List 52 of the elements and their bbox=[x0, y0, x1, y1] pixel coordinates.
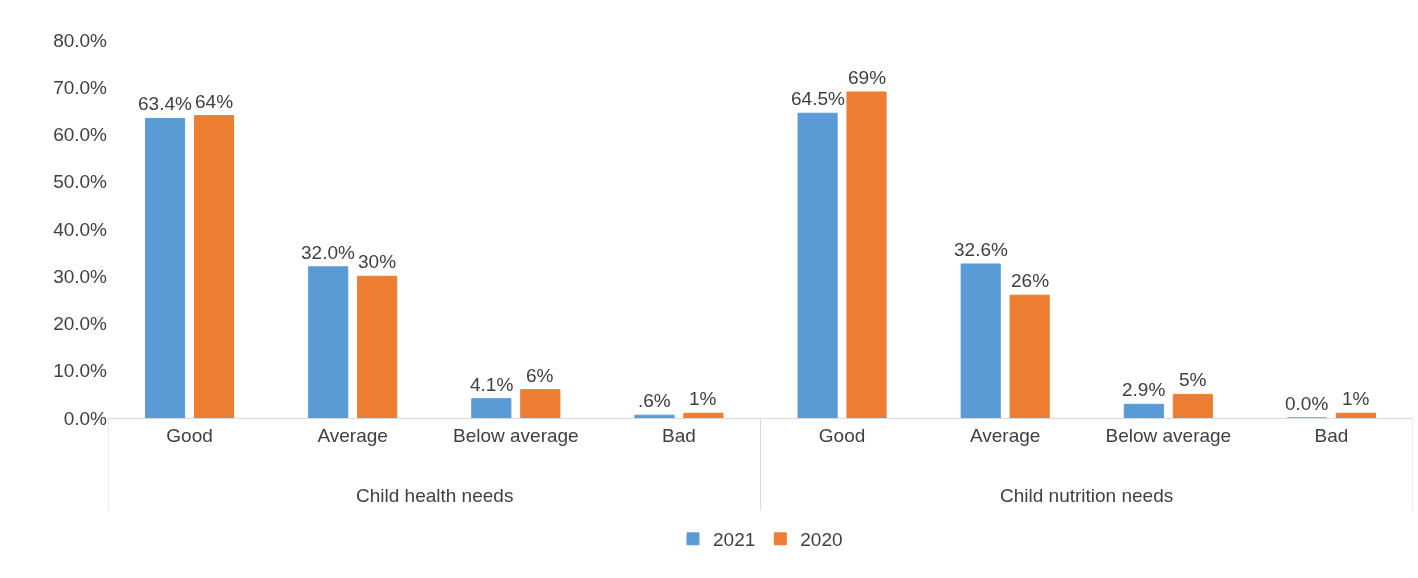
x-tick-label: Good bbox=[166, 424, 213, 446]
bar bbox=[1009, 294, 1050, 418]
y-tick-label: 30.0% bbox=[53, 265, 108, 287]
bar bbox=[683, 412, 724, 418]
data-label: 32.6% bbox=[954, 239, 1008, 260]
legend-label: 2021 bbox=[713, 529, 756, 551]
data-label: 64% bbox=[195, 91, 234, 112]
x-tick-label: Below average bbox=[452, 424, 579, 446]
y-tick-label: 60.0% bbox=[53, 124, 108, 146]
y-tick-label: 10.0% bbox=[53, 360, 108, 382]
bar bbox=[193, 115, 235, 418]
data-label: 69% bbox=[848, 67, 887, 88]
bar bbox=[960, 263, 1001, 418]
data-label: 63.4% bbox=[138, 93, 192, 114]
y-tick-label: 80.0% bbox=[53, 29, 108, 51]
data-label: 1% bbox=[1342, 388, 1370, 409]
x-tick-label: Below average bbox=[1105, 424, 1232, 446]
data-label: 30% bbox=[358, 251, 397, 272]
y-tick-label: 0.0% bbox=[63, 407, 108, 429]
data-label: 64.5% bbox=[791, 88, 845, 109]
y-tick-label: 40.0% bbox=[53, 218, 108, 240]
bar bbox=[308, 266, 349, 418]
text: Child nutrition needs bbox=[1000, 485, 1174, 506]
x-tick-label: Good bbox=[818, 424, 866, 446]
bar bbox=[520, 389, 561, 418]
data-label: .6% bbox=[638, 390, 671, 411]
x-tick-label: Bad bbox=[662, 424, 696, 446]
bar bbox=[145, 117, 186, 418]
data-label: 0.0% bbox=[1285, 393, 1329, 414]
data-label: 32.0% bbox=[301, 242, 355, 263]
bar bbox=[1335, 412, 1376, 418]
data-label: 26% bbox=[1011, 270, 1050, 291]
data-label: 6% bbox=[526, 365, 554, 386]
y-tick-label: 50.0% bbox=[53, 171, 108, 193]
data-label: 4.1% bbox=[470, 374, 514, 395]
text: Child health needs bbox=[356, 485, 514, 506]
legend-label: 2020 bbox=[800, 529, 843, 551]
x-tick-label: Average bbox=[969, 424, 1041, 446]
bar bbox=[471, 398, 512, 418]
x-tick-label: Average bbox=[317, 424, 388, 446]
bar bbox=[846, 91, 887, 418]
bar bbox=[1172, 393, 1213, 418]
y-tick-label: 70.0% bbox=[53, 76, 108, 98]
data-label: 1% bbox=[689, 388, 717, 409]
bar bbox=[634, 414, 675, 418]
y-tick-label: 20.0% bbox=[53, 313, 108, 335]
data-label: 2.9% bbox=[1122, 379, 1166, 400]
x-tick-label: Bad bbox=[1314, 424, 1349, 446]
bar bbox=[357, 275, 398, 418]
bar bbox=[1123, 403, 1164, 418]
bar bbox=[797, 112, 838, 418]
data-label: 5% bbox=[1179, 369, 1207, 390]
